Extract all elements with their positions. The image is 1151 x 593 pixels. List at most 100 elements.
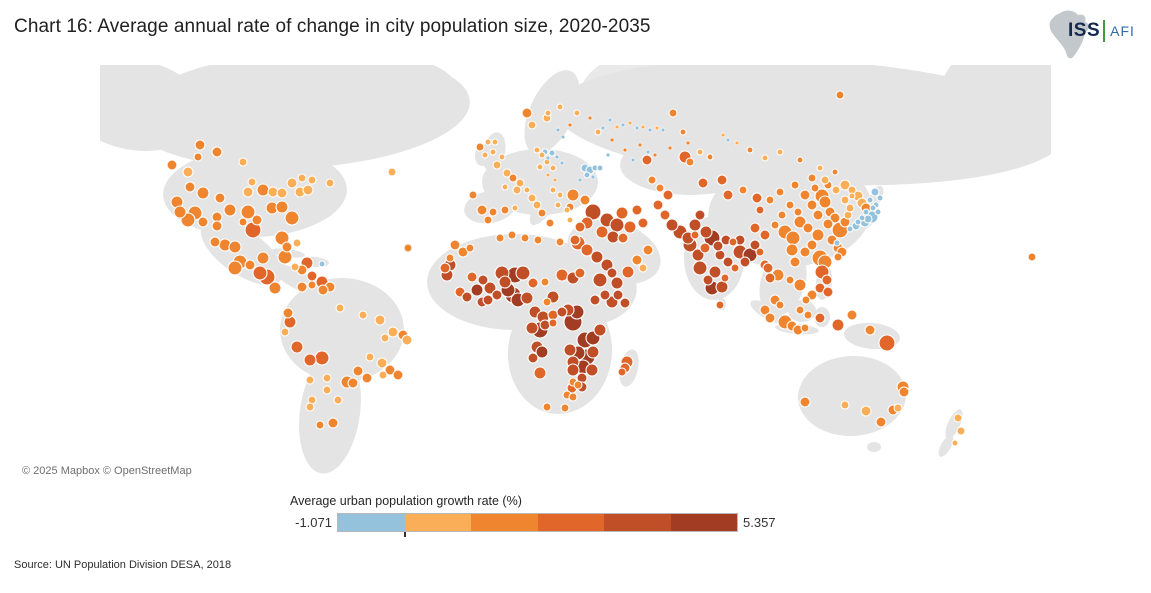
city-dot — [525, 321, 539, 335]
city-dot — [296, 281, 308, 293]
city-dot — [384, 364, 396, 376]
city-dot — [374, 314, 386, 326]
city-dot — [840, 195, 850, 205]
city-dot — [376, 357, 388, 369]
city-dot — [776, 148, 784, 156]
city-dot — [488, 207, 498, 217]
city-dot — [638, 263, 648, 273]
city-dot — [716, 174, 728, 186]
city-dot — [685, 157, 695, 167]
city-dot — [305, 375, 315, 385]
city-dot — [240, 204, 256, 220]
map-attribution[interactable]: © 2025 Mapbox © OpenStreetMap — [18, 464, 196, 478]
city-dot — [697, 177, 709, 189]
city-dot — [679, 128, 687, 136]
city-dot — [715, 300, 725, 310]
city-dot — [789, 256, 801, 268]
city-dot — [655, 183, 665, 193]
city-dot — [465, 243, 475, 253]
city-dot — [840, 400, 850, 410]
city-dot — [223, 203, 237, 217]
logo-text-iss: ISS — [1068, 20, 1101, 41]
city-dot — [811, 228, 825, 242]
city-dot — [692, 260, 708, 276]
city-dot — [307, 280, 317, 290]
city-dot — [846, 309, 858, 321]
logo-divider — [1103, 20, 1106, 42]
city-dot — [284, 210, 300, 226]
city-dot — [302, 184, 314, 196]
city-dot — [637, 142, 643, 148]
city-dot — [893, 403, 903, 413]
city-dot — [573, 109, 581, 117]
city-dot — [555, 268, 569, 282]
city-dot — [549, 164, 557, 172]
city-dot — [574, 221, 586, 233]
city-dot — [322, 385, 332, 395]
city-dot — [554, 154, 560, 160]
city-dot — [556, 306, 568, 318]
city-dot — [568, 392, 578, 402]
city-dot — [392, 369, 404, 381]
city-dot — [584, 203, 602, 221]
city-dot — [252, 265, 268, 281]
city-dot — [799, 246, 811, 258]
city-dot — [869, 204, 877, 212]
city-dot — [563, 206, 571, 214]
city-dot — [1027, 252, 1037, 262]
city-dot — [746, 146, 754, 154]
city-dot — [501, 183, 509, 191]
city-dot — [303, 353, 317, 367]
city-dot — [307, 175, 317, 185]
city-dot — [609, 137, 615, 143]
city-dot — [292, 238, 302, 248]
city-dot — [520, 233, 530, 243]
city-dot — [211, 146, 223, 158]
city-dot — [694, 209, 706, 221]
city-dot — [535, 345, 549, 359]
city-dot — [244, 259, 256, 271]
city-dot — [647, 175, 657, 185]
city-dot — [461, 291, 473, 303]
city-dot — [403, 243, 413, 253]
city-dot — [876, 194, 884, 202]
city-dot — [184, 181, 196, 193]
city-dot — [523, 186, 531, 194]
city-dot — [829, 212, 841, 224]
city-dot — [714, 249, 726, 261]
city-dot — [785, 243, 799, 257]
city-dot — [764, 272, 776, 284]
city-dot — [556, 103, 564, 111]
city-dot — [715, 280, 729, 294]
logo-text-afi: AFI — [1110, 23, 1135, 39]
city-dot — [211, 220, 223, 232]
city-dot — [807, 173, 817, 183]
city-dot — [831, 185, 841, 195]
city-dot — [610, 276, 624, 290]
city-dot — [449, 239, 461, 251]
city-dot — [483, 281, 497, 295]
city-dot — [875, 416, 887, 428]
legend-color-segment — [404, 514, 471, 531]
city-dot — [569, 234, 581, 246]
city-dot — [590, 174, 596, 180]
city-dot — [533, 366, 547, 380]
city-dot — [775, 187, 785, 197]
city-dot — [739, 256, 751, 268]
city-dot — [587, 115, 593, 121]
city-dot — [654, 125, 660, 131]
city-dot — [864, 324, 876, 336]
city-dot — [647, 127, 653, 133]
city-dot — [594, 128, 602, 136]
city-dot — [785, 230, 801, 246]
city-dot — [706, 153, 714, 161]
city-dot — [521, 107, 533, 119]
city-dot — [874, 208, 882, 216]
page-title: Chart 16: Average annual rate of change … — [14, 16, 651, 37]
city-dot — [652, 152, 658, 158]
city-dot — [477, 274, 489, 286]
city-dot — [799, 189, 811, 201]
world-map[interactable] — [100, 65, 1051, 480]
city-dot — [606, 267, 618, 279]
city-dot — [552, 177, 558, 183]
